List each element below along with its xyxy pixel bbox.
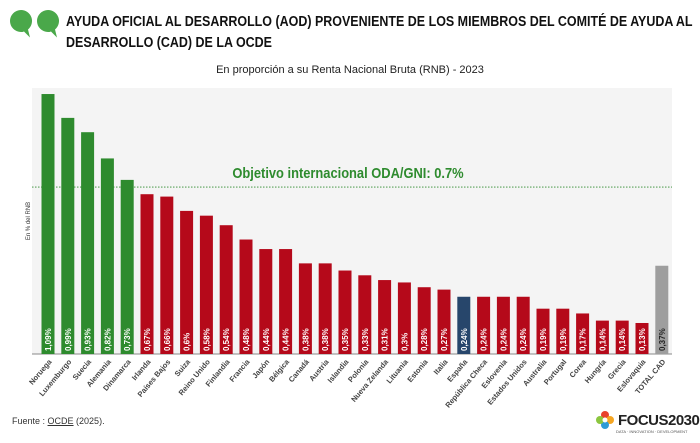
bar-australia [536,308,550,354]
data-label: 0,24% [460,328,469,351]
bar-reino-unido [199,215,213,354]
data-label: 0,38% [301,328,310,351]
bar-dinamarca [120,179,134,354]
brand-tagline: DATA · INNOVATION · DEVELOPMENT [616,429,688,434]
data-label: 0,24% [519,328,528,351]
data-label: 0,13% [638,328,647,351]
bar-polonia [358,275,372,354]
data-label: 0,54% [222,328,231,351]
source-note: Fuente : OCDE (2025). [12,416,105,426]
bar-estonia [417,287,431,354]
data-label: 0,93% [84,328,93,351]
data-label: 0,19% [539,328,548,351]
bar-finlandia [219,225,233,354]
source-link[interactable]: OCDE [47,416,74,426]
data-label: 0,99% [64,328,73,351]
bar-eslovenia [496,296,510,354]
data-label: 0,58% [202,328,211,351]
data-label: 0,66% [163,328,172,351]
bar-italia [437,289,451,354]
chart-subtitle: En proporción a su Renta Nacional Bruta … [216,64,484,76]
chart-title: AYUDA OFICIAL AL DESARROLLO (AOD) PROVEN… [66,14,693,51]
data-label: 0,35% [341,328,350,351]
data-label: 0,73% [123,328,132,351]
y-axis-label: En % del RNB [26,202,32,240]
bar-islandia [338,270,352,354]
data-label: 0,24% [480,328,489,351]
bar-grecia [615,320,629,354]
target-label: Objetivo internacional ODA/GNI: 0.7% [232,164,464,181]
brand-name: FOCUS2030 [618,411,700,429]
focus2030-logo: FOCUS2030 DATA · INNOVATION · DEVELOPMEN… [596,411,700,434]
bar-nueva-zelanda [378,280,392,354]
data-label: 0,44% [282,328,291,351]
bar-total-cad [655,265,669,354]
data-label: 0,38% [321,328,330,351]
data-label: 0,24% [499,328,508,351]
bar-austria [318,263,332,354]
bar-suiza [180,210,194,354]
bar-irlanda [140,194,154,354]
bar-bélgica [279,249,293,354]
brand-flower-icon [596,411,614,429]
data-label: 0,67% [143,328,152,351]
bar-países-bajos [160,196,174,354]
data-label: 1,09% [44,328,53,351]
bar-estados-unidos [516,296,530,354]
bar-hungría [595,320,609,354]
bar-lituania [397,282,411,354]
bar-suecia [81,132,95,354]
bar-portugal [556,308,570,354]
data-label: 0,19% [559,328,568,351]
data-label: 0,31% [381,328,390,351]
x-tick-label: Lituania [385,357,411,385]
data-label: 0,6% [183,333,192,351]
data-label: 0,48% [242,328,251,351]
bar-noruega [41,94,55,354]
source-prefix: Fuente : [12,416,48,426]
data-label: 0,3% [400,333,409,351]
source-suffix: (2025). [73,416,105,426]
bar-canadá [298,263,312,354]
bar-república-checa [477,296,491,354]
x-tick-label: Francia [227,357,252,384]
data-label: 0,33% [361,328,370,351]
bar-alemania [100,158,114,354]
bar-francia [239,239,253,354]
data-label: 0,17% [579,328,588,351]
quote-logo-icon [10,9,60,38]
x-tick-label: Hungría [583,357,609,385]
bar-españa [457,296,471,354]
data-label: 0,27% [440,328,449,351]
bar-corea [576,313,590,354]
data-label: 0,37% [658,328,667,351]
data-label: 0,82% [103,328,112,351]
data-label: 0,28% [420,328,429,351]
bar-japón [259,249,273,354]
data-label: 0,14% [598,328,607,351]
data-label: 0,14% [618,328,627,351]
x-tick-label: Italia [432,357,450,377]
x-tick-label: Canadá [287,357,312,384]
bar-luxemburgo [61,117,75,354]
bar-eslovaquia [635,322,649,354]
data-label: 0,44% [262,328,271,351]
x-tick-label: Estonia [405,357,430,384]
